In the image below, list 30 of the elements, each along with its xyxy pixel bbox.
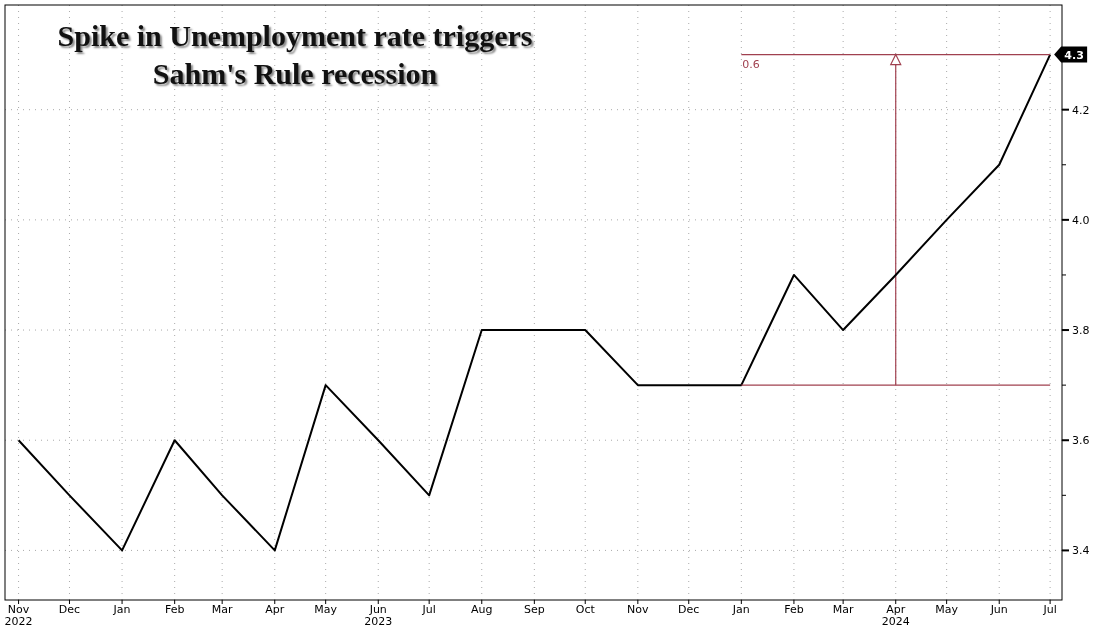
- x-tick-label: Apr 2024: [881, 603, 910, 628]
- x-tick-label: Aug: [471, 603, 493, 616]
- x-tick-label: Nov: [627, 603, 650, 616]
- x-tick-label: Feb: [164, 603, 185, 616]
- annotation: 0.6: [742, 57, 760, 71]
- x-tick-label: Jul: [1042, 603, 1057, 616]
- x-tick-label: Jan: [112, 603, 131, 616]
- data-label: 4.3: [1064, 48, 1084, 62]
- x-tick-label: Sep: [523, 603, 545, 616]
- text: Spike in Unemployment rate triggers Sahm's Rule recession: [57, 19, 533, 90]
- x-tick-label: Jun 2023: [364, 603, 393, 628]
- x-tick-label: Jul: [421, 603, 436, 616]
- y-tick-label: 4.0: [1072, 213, 1090, 227]
- x-tick-label: Jun: [989, 603, 1008, 616]
- line-series: [17, 53, 1052, 552]
- y-tick-label: 3.4: [1072, 544, 1090, 558]
- y-tick-label: 4.2: [1072, 103, 1090, 117]
- x-tick-label: May: [935, 603, 959, 616]
- x-tick-label: Jan: [731, 603, 750, 616]
- x-tick-label: May: [314, 603, 338, 616]
- x-tick-label: Apr: [265, 603, 285, 616]
- x-tick-label: Dec: [58, 603, 81, 616]
- x-tick-label: Mar: [832, 603, 854, 616]
- x-tick-label: Dec: [678, 603, 700, 616]
- x-tick-label: Nov 2022: [4, 603, 33, 628]
- x-tick-label: Oct: [575, 603, 596, 616]
- x-tick-label: Feb: [784, 603, 804, 616]
- x-tick-label: Mar: [211, 603, 234, 616]
- y-tick-label: 3.8: [1072, 324, 1090, 338]
- y-tick-label: 3.6: [1072, 434, 1090, 448]
